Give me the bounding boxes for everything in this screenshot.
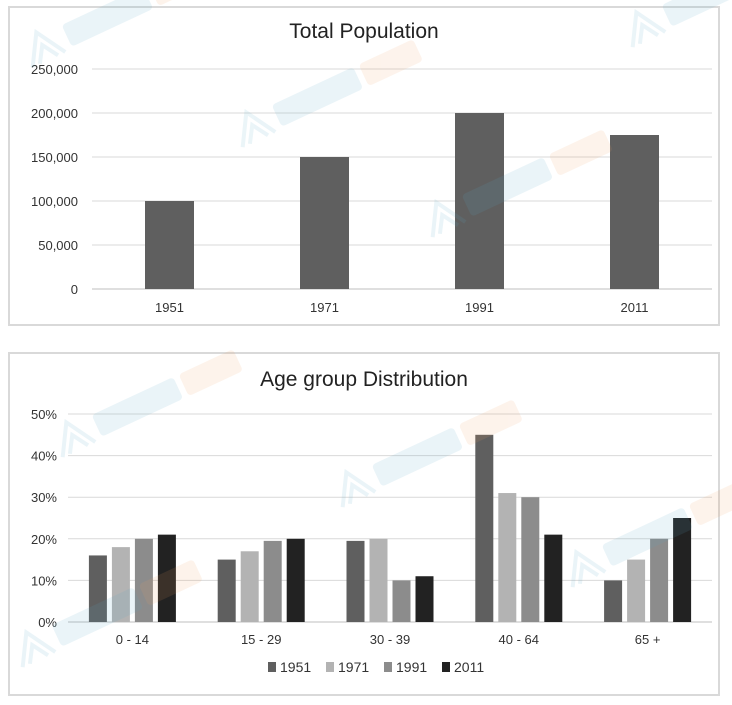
- y-tick-label: 30%: [31, 490, 57, 505]
- bar-3039-1991: [392, 580, 411, 622]
- total-population-title: Total Population: [289, 20, 439, 43]
- legend-label-1991: 1991: [396, 659, 427, 675]
- bar-1529-1991: [263, 540, 282, 622]
- x-tick-label: 40 - 64: [499, 632, 539, 647]
- bar-014-2011: [157, 534, 176, 622]
- age-distribution-chart-panel: Age group Distribution 0% 10% 20% 30% 40% 50%…: [8, 352, 720, 696]
- bar-014-1951: [88, 555, 107, 622]
- y-tick-label: 0%: [38, 615, 57, 630]
- total-population-chart-panel: Total Population 0 50,000 100,000 150,000 20…: [8, 6, 720, 326]
- y-tick-label: 10%: [31, 573, 57, 588]
- bar-3039-1951: [346, 540, 365, 622]
- legend-swatch-1991: [384, 662, 392, 672]
- legend-swatch-1951: [268, 662, 276, 672]
- bar-3039-2011: [415, 576, 434, 622]
- bar-014-1971: [111, 547, 130, 622]
- y-tick-label: 0: [71, 282, 78, 297]
- bar-3039-1971: [369, 538, 388, 622]
- total-population-plot: 0 50,000 100,000 150,000 200,000 250,000 1951 1…: [31, 62, 712, 315]
- bar-65-1971: [627, 559, 646, 622]
- legend-label-1971: 1971: [338, 659, 369, 675]
- y-tick-label: 150,000: [31, 150, 78, 165]
- bar-65-1991: [650, 538, 669, 622]
- age-distribution-plot: 0% 10% 20% 30% 40% 50% 0 - 14 15 - 29 30 - 39 40 …: [31, 407, 712, 675]
- x-tick-label: 2011: [621, 300, 649, 315]
- bar-4064-1991: [521, 497, 540, 622]
- y-tick-label: 50,000: [38, 238, 78, 253]
- bar-1529-1951: [217, 559, 236, 622]
- y-tick-label: 250,000: [31, 62, 78, 77]
- bar-1529-2011: [286, 538, 305, 622]
- legend-label-1951: 1951: [280, 659, 311, 675]
- bar-4064-1951: [475, 434, 494, 622]
- bar-4064-2011: [544, 534, 563, 622]
- y-tick-label: 40%: [31, 449, 57, 464]
- y-tick-label: 20%: [31, 532, 57, 547]
- x-tick-label: 1971: [310, 300, 339, 315]
- bar-1991: [455, 113, 504, 289]
- bar-2011: [610, 135, 659, 289]
- legend-label-2011: 2011: [454, 659, 484, 675]
- legend-swatch-1971: [326, 662, 334, 672]
- x-tick-label: 65 +: [635, 632, 661, 647]
- x-tick-label: 1951: [155, 300, 184, 315]
- x-tick-label: 0 - 14: [116, 632, 149, 647]
- bar-1951: [145, 201, 194, 289]
- y-tick-label: 100,000: [31, 194, 78, 209]
- x-tick-label: 30 - 39: [370, 632, 410, 647]
- bar-65-1951: [604, 580, 623, 622]
- bar-65-2011: [673, 518, 692, 622]
- bar-1971: [300, 157, 349, 289]
- age-distribution-title: Age group Distribution: [260, 368, 468, 391]
- legend-swatch-2011: [442, 662, 450, 672]
- bar-1529-1971: [240, 551, 259, 622]
- bar-4064-1971: [498, 493, 517, 622]
- bar-014-1991: [134, 538, 153, 622]
- x-tick-label: 1991: [465, 300, 494, 315]
- y-tick-label: 50%: [31, 407, 57, 422]
- x-tick-label: 15 - 29: [241, 632, 281, 647]
- y-tick-label: 200,000: [31, 106, 78, 121]
